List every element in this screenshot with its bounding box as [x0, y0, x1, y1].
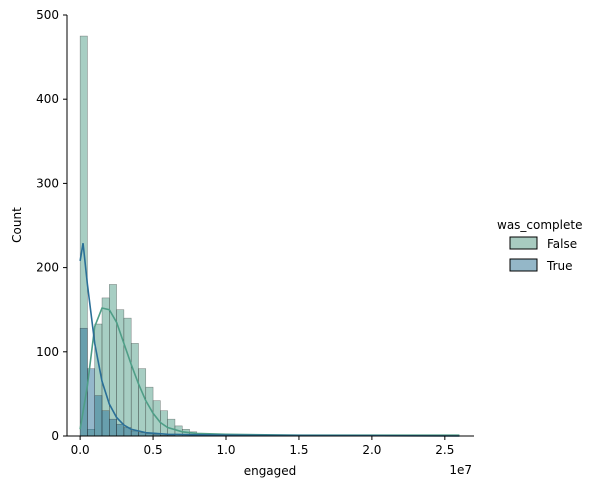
- y-axis-label: Count: [10, 207, 24, 243]
- x-tick-label: 0.0: [71, 443, 90, 457]
- bars-true: [79, 327, 176, 437]
- x-tick-label: 2.5: [435, 443, 454, 457]
- histogram-bar: [138, 368, 147, 437]
- kde-line-true: [79, 243, 460, 437]
- y-tick-label: 100: [36, 345, 59, 359]
- y-tick-label: 0: [51, 429, 59, 443]
- histogram-bar: [109, 284, 117, 437]
- legend-label-false: False: [547, 237, 577, 251]
- histogram-bar: [116, 309, 125, 437]
- histogram-bar: [130, 343, 139, 437]
- histogram-bar: [130, 430, 139, 437]
- histogram-bar: [116, 423, 125, 437]
- histogram-bar: [109, 418, 117, 437]
- legend-title: was_complete: [497, 218, 582, 232]
- legend-label-true: True: [546, 259, 573, 273]
- y-tick-label: 400: [36, 92, 59, 106]
- x-tick-label: 2.0: [362, 443, 381, 457]
- x-tick-label: 0.5: [144, 443, 163, 457]
- kde-line-false: [79, 307, 460, 436]
- y-tick-label: 300: [36, 176, 59, 190]
- x-ticks: 0.0 0.5 1.0 1.5 2.0 2.5: [71, 436, 454, 457]
- histogram-bar: [101, 410, 110, 437]
- legend-swatch-false: [509, 236, 538, 250]
- x-offset-text: 1e7: [449, 463, 472, 477]
- bars-false: [79, 35, 256, 437]
- legend-swatch-true: [509, 258, 538, 272]
- histogram-bar: [123, 317, 132, 437]
- y-tick-label: 500: [36, 8, 59, 22]
- x-tick-label: 1.5: [289, 443, 308, 457]
- y-tick-label: 200: [36, 261, 59, 275]
- x-tick-label: 1.0: [216, 443, 235, 457]
- y-ticks: 0 100 200 300 400 500: [36, 8, 67, 443]
- legend: was_complete False True: [497, 218, 582, 273]
- x-axis-label: engaged: [244, 464, 297, 478]
- kde-layer: [79, 243, 460, 437]
- histogram-bar: [94, 395, 103, 437]
